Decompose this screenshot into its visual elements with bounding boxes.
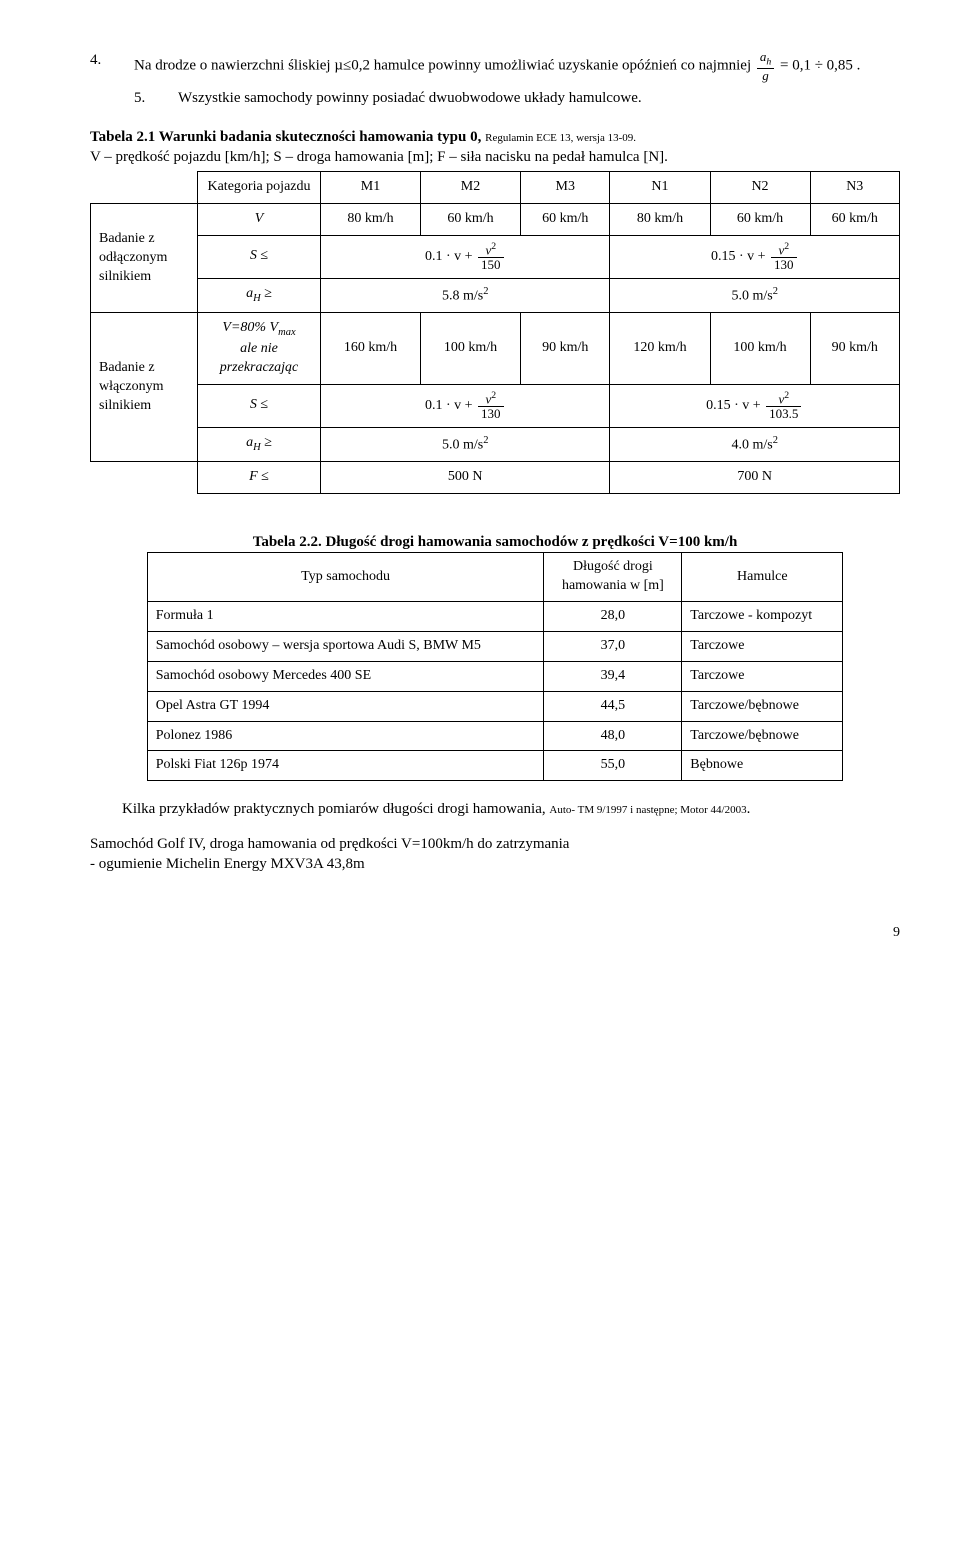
text: Na drodze o nawierzchni śliskiej µ≤0,2 h… [134, 58, 755, 74]
col-header: N3 [810, 172, 899, 204]
cell: Samochód osobowy Mercedes 400 SE [147, 661, 544, 691]
col-header: Hamulce [682, 553, 843, 602]
list-body: Na drodze o nawierzchni śliskiej µ≤0,2 h… [134, 50, 900, 82]
cell: 500 N [321, 462, 610, 494]
table-row: Badanie z włączonym silnikiem V=80% Vmax… [91, 313, 900, 385]
caption-line2: V – prędkość pojazdu [km/h]; S – droga h… [90, 149, 668, 165]
row-label: aH ≥ [198, 278, 321, 313]
row-label: S ≤ [198, 384, 321, 427]
table-row: Samochód osobowy Mercedes 400 SE 39,4 Ta… [147, 661, 843, 691]
table-row: Typ samochodu Długość drogihamowania w [… [147, 553, 843, 602]
cell: Tarczowe [682, 631, 843, 661]
cell: Tarczowe/bębnowe [682, 691, 843, 721]
cell: 60 km/h [710, 204, 810, 236]
cell: 100 km/h [710, 313, 810, 385]
cell: 90 km/h [810, 313, 899, 385]
col-header: M1 [321, 172, 421, 204]
cell: Polski Fiat 126p 1974 [147, 751, 544, 781]
table-row: Polonez 1986 48,0 Tarczowe/bębnowe [147, 721, 843, 751]
cell: 80 km/h [610, 204, 710, 236]
cell: 5.8 m/s2 [321, 278, 610, 313]
paragraph-2: Samochód Golf IV, droga hamowania od prę… [90, 834, 900, 875]
cell: 44,5 [544, 691, 682, 721]
table-row: F ≤ 500 N 700 N [91, 462, 900, 494]
col-header: Typ samochodu [147, 553, 544, 602]
list-item-4: 4. Na drodze o nawierzchni śliskiej µ≤0,… [90, 50, 900, 82]
table-row: Formuła 1 28,0 Tarczowe - kompozyt [147, 601, 843, 631]
caption-line1: Tabela 2.1 Warunki badania skuteczności … [90, 129, 636, 145]
cell: 700 N [610, 462, 900, 494]
cell: 60 km/h [810, 204, 899, 236]
col-header: Długość drogihamowania w [m] [544, 553, 682, 602]
cell: 90 km/h [521, 313, 610, 385]
table-row: Badanie z odłączonym silnikiem V 80 km/h… [91, 204, 900, 236]
cell: 60 km/h [421, 204, 521, 236]
cell: Polonez 1986 [147, 721, 544, 751]
table1: Kategoria pojazdu M1 M2 M3 N1 N2 N3 Bada… [90, 171, 900, 494]
cell: Formuła 1 [147, 601, 544, 631]
page-number: 9 [90, 924, 900, 943]
paragraph-1: Kilka przykładów praktycznych pomiarów d… [90, 799, 900, 819]
cell: 28,0 [544, 601, 682, 631]
table-row: S ≤ 0.1 · v + v2130 0.15 · v + v2103.5 [91, 384, 900, 427]
table2-caption: Tabela 2.2. Długość drogi hamowania samo… [90, 532, 900, 552]
table-row: Polski Fiat 126p 1974 55,0 Bębnowe [147, 751, 843, 781]
cell: 39,4 [544, 661, 682, 691]
cell: Bębnowe [682, 751, 843, 781]
list-number: 4. [90, 50, 134, 82]
cell-formula: 0.15 · v + v2130 [610, 236, 900, 279]
table-row: S ≤ 0.1 · v + v2150 0.15 · v + v2130 [91, 236, 900, 279]
row-label: V=80% Vmax ale nie przekraczając [198, 313, 321, 385]
cell: 4.0 m/s2 [610, 427, 900, 462]
cell-formula: 0.15 · v + v2103.5 [610, 384, 900, 427]
col-header: N1 [610, 172, 710, 204]
cell: 80 km/h [321, 204, 421, 236]
row-label: F ≤ [198, 462, 321, 494]
row-label: V [198, 204, 321, 236]
list-number: 5. [134, 88, 178, 108]
cell-formula: 0.1 · v + v2150 [321, 236, 610, 279]
cell: 60 km/h [521, 204, 610, 236]
table-row: Opel Astra GT 1994 44,5 Tarczowe/bębnowe [147, 691, 843, 721]
text: = 0,1 ÷ 0,85 . [780, 58, 860, 74]
cell: 160 km/h [321, 313, 421, 385]
list-body: Wszystkie samochody powinny posiadać dwu… [178, 88, 900, 108]
table1-caption: Tabela 2.1 Warunki badania skuteczności … [90, 127, 900, 168]
row-label: S ≤ [198, 236, 321, 279]
header-kategoria: Kategoria pojazdu [198, 172, 321, 204]
cell: Tarczowe - kompozyt [682, 601, 843, 631]
table-row: Kategoria pojazdu M1 M2 M3 N1 N2 N3 [91, 172, 900, 204]
row-label: aH ≥ [198, 427, 321, 462]
cell: 120 km/h [610, 313, 710, 385]
cell: 5.0 m/s2 [321, 427, 610, 462]
table-row: aH ≥ 5.0 m/s2 4.0 m/s2 [91, 427, 900, 462]
col-header: M2 [421, 172, 521, 204]
cell: Tarczowe/bębnowe [682, 721, 843, 751]
fraction: ah g [757, 50, 774, 82]
cell: 48,0 [544, 721, 682, 751]
cell-formula: 0.1 · v + v2130 [321, 384, 610, 427]
col-header: M3 [521, 172, 610, 204]
col-header: N2 [710, 172, 810, 204]
cell: Opel Astra GT 1994 [147, 691, 544, 721]
table-row: Samochód osobowy – wersja sportowa Audi … [147, 631, 843, 661]
cell: Samochód osobowy – wersja sportowa Audi … [147, 631, 544, 661]
table2: Typ samochodu Długość drogihamowania w [… [147, 552, 844, 781]
group1-label: Badanie z odłączonym silnikiem [91, 204, 198, 313]
table-row: aH ≥ 5.8 m/s2 5.0 m/s2 [91, 278, 900, 313]
cell: 55,0 [544, 751, 682, 781]
cell: 37,0 [544, 631, 682, 661]
list-item-5: 5. Wszystkie samochody powinny posiadać … [134, 88, 900, 108]
cell: 100 km/h [421, 313, 521, 385]
group2-label: Badanie z włączonym silnikiem [91, 313, 198, 462]
cell: 5.0 m/s2 [610, 278, 900, 313]
cell: Tarczowe [682, 661, 843, 691]
